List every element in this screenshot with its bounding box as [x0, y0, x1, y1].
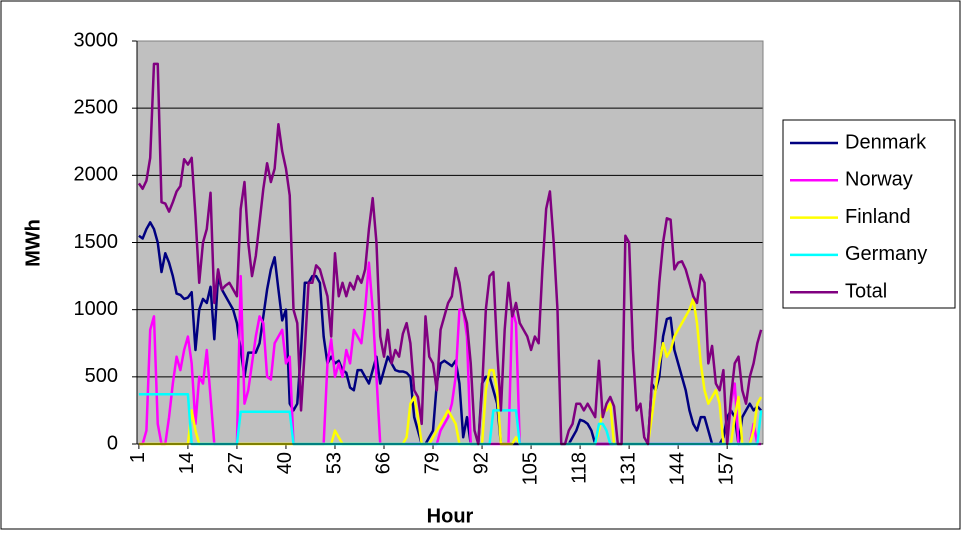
y-tick-label: 0	[107, 432, 118, 454]
legend-label: Norway	[845, 169, 913, 191]
y-tick-label: 2000	[74, 164, 119, 186]
x-tick-label: 53	[323, 452, 345, 474]
x-tick-label: 131	[617, 452, 639, 485]
x-tick-label: 105	[519, 452, 541, 485]
y-tick-label: 1500	[74, 231, 119, 253]
y-tick-label: 500	[85, 365, 118, 387]
x-axis-label: Hour	[427, 505, 474, 527]
legend	[782, 119, 956, 309]
y-tick-label: 1000	[74, 298, 119, 320]
y-tick-label: 2500	[74, 96, 119, 118]
legend-label: Denmark	[845, 131, 927, 153]
x-tick-label: 27	[225, 452, 247, 474]
y-tick-label: 3000	[74, 29, 119, 51]
x-tick-label: 66	[372, 452, 394, 474]
x-tick-label: 79	[421, 452, 443, 474]
x-tick-label: 157	[715, 452, 737, 485]
legend-label: Finland	[845, 206, 911, 228]
legend-label: Total	[845, 280, 887, 302]
x-tick-label: 118	[568, 452, 590, 484]
x-tick-label: 40	[274, 452, 296, 474]
y-axis-label: MWh	[22, 219, 44, 267]
x-tick-label: 1	[127, 452, 149, 463]
x-tick-label: 14	[176, 452, 198, 474]
x-tick-label: 144	[666, 452, 688, 485]
series-line	[137, 62, 763, 446]
legend-label: Germany	[845, 243, 927, 265]
x-tick-label: 92	[470, 452, 492, 474]
